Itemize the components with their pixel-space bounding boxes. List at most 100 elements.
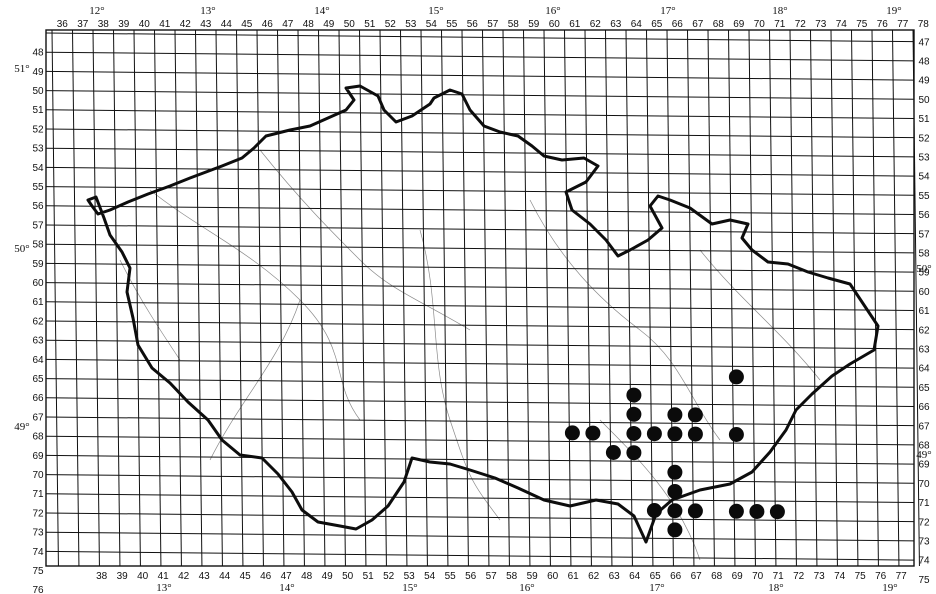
occurrence-dot (667, 426, 683, 442)
right-row-label: 71 (918, 498, 930, 509)
bottom-longitude-label: 16° (519, 582, 534, 594)
top-column-label: 43 (200, 19, 212, 30)
right-row-label: 58 (918, 248, 930, 259)
top-column-label: 56 (467, 19, 479, 30)
left-row-label: 70 (32, 470, 44, 481)
map-frame (45, 29, 915, 567)
bottom-column-label: 65 (650, 571, 662, 582)
grid-column-line (359, 29, 367, 567)
occurrence-dot (667, 522, 683, 538)
grid-row-line (45, 128, 915, 139)
top-longitude-label: 13° (200, 5, 215, 17)
grid-column-line (769, 29, 777, 567)
top-column-label: 58 (508, 19, 520, 30)
left-latitude-label: 51° (14, 63, 29, 75)
top-column-label: 36 (57, 19, 69, 30)
top-column-label: 66 (672, 19, 684, 30)
bottom-column-label: 75 (855, 571, 867, 582)
right-row-label: 62 (918, 325, 930, 336)
grid-row-line (45, 550, 915, 561)
grid-row-line (45, 493, 915, 503)
occurrence-dot (687, 407, 703, 423)
left-row-label: 73 (32, 528, 44, 539)
grid-column-line (646, 29, 654, 567)
top-longitude-label: 17° (660, 5, 675, 17)
top-longitude-label: 14° (314, 5, 329, 17)
grid-column-line (728, 29, 736, 567)
bottom-column-label: 43 (199, 571, 211, 582)
right-row-label: 67 (918, 421, 930, 432)
bottom-column-label: 48 (301, 571, 313, 582)
country-border (86, 84, 880, 544)
top-column-label: 74 (836, 19, 848, 30)
bottom-column-label: 74 (834, 571, 846, 582)
bottom-column-label: 39 (117, 571, 129, 582)
occurrence-dot (667, 464, 683, 480)
right-row-label: 70 (918, 479, 930, 490)
bottom-column-label: 51 (363, 571, 375, 582)
top-column-label: 59 (528, 19, 540, 30)
grid-row-line (45, 339, 915, 350)
top-column-label: 49 (323, 19, 335, 30)
bottom-column-label: 47 (281, 571, 293, 582)
occurrence-dot (749, 504, 765, 519)
grid-row-line (45, 186, 915, 196)
bottom-longitude-label: 17° (649, 582, 664, 594)
grid-column-line (379, 29, 387, 567)
top-column-label: 37 (77, 19, 89, 30)
top-longitude-label: 16° (545, 5, 560, 17)
left-row-label: 69 (32, 451, 44, 462)
grid-row-line (45, 262, 915, 273)
grid-row-line (45, 205, 915, 215)
top-column-label: 44 (221, 19, 233, 30)
top-column-label: 55 (446, 19, 458, 30)
grid-column-line (174, 29, 182, 567)
bottom-column-label: 54 (424, 571, 436, 582)
right-row-label: 50 (918, 95, 930, 106)
occurrence-dot (646, 503, 662, 518)
left-row-label: 49 (32, 67, 44, 78)
grid-column-line (113, 29, 121, 567)
left-row-label: 61 (32, 297, 44, 308)
bottom-column-label: 56 (465, 571, 477, 582)
left-row-label: 66 (32, 393, 44, 404)
bottom-column-label: 71 (773, 571, 785, 582)
occurrence-dot (626, 426, 642, 441)
grid-column-line (892, 29, 900, 567)
occurrence-dot (646, 426, 662, 442)
top-longitude-label: 19° (886, 5, 901, 17)
grid-row-line (45, 51, 915, 62)
bottom-column-label: 58 (506, 571, 518, 582)
right-row-label: 64 (918, 364, 930, 375)
grid-layer (45, 29, 920, 567)
left-row-label: 65 (32, 374, 44, 385)
grid-row-line (45, 416, 915, 427)
bottom-column-label: 52 (383, 571, 395, 582)
occurrence-dot (728, 427, 744, 442)
left-row-label: 75 (32, 566, 44, 577)
top-column-label: 40 (139, 19, 151, 30)
left-row-label: 60 (32, 278, 44, 289)
grid-column-line (461, 29, 469, 567)
grid-row-line (45, 378, 915, 388)
top-column-label: 65 (651, 19, 663, 30)
grid-column-line (707, 29, 715, 567)
right-row-label: 75 (918, 575, 930, 586)
grid-row-line (45, 109, 915, 119)
right-row-label: 74 (918, 556, 930, 567)
grid-column-line (441, 29, 449, 567)
right-latitude-label: 49° (916, 449, 931, 461)
grid-column-line (564, 29, 572, 567)
bottom-column-label: 38 (96, 571, 108, 582)
right-row-label: 68 (918, 440, 930, 451)
top-column-label: 63 (610, 19, 622, 30)
occurrence-dot (687, 503, 703, 519)
top-column-label: 61 (569, 19, 581, 30)
bottom-column-label: 62 (588, 571, 600, 582)
top-column-label: 71 (774, 19, 786, 30)
top-column-label: 42 (180, 19, 192, 30)
left-row-label: 52 (32, 124, 44, 135)
right-row-label: 63 (918, 344, 930, 355)
grid-row-line (45, 320, 915, 331)
top-column-label: 47 (282, 19, 294, 30)
